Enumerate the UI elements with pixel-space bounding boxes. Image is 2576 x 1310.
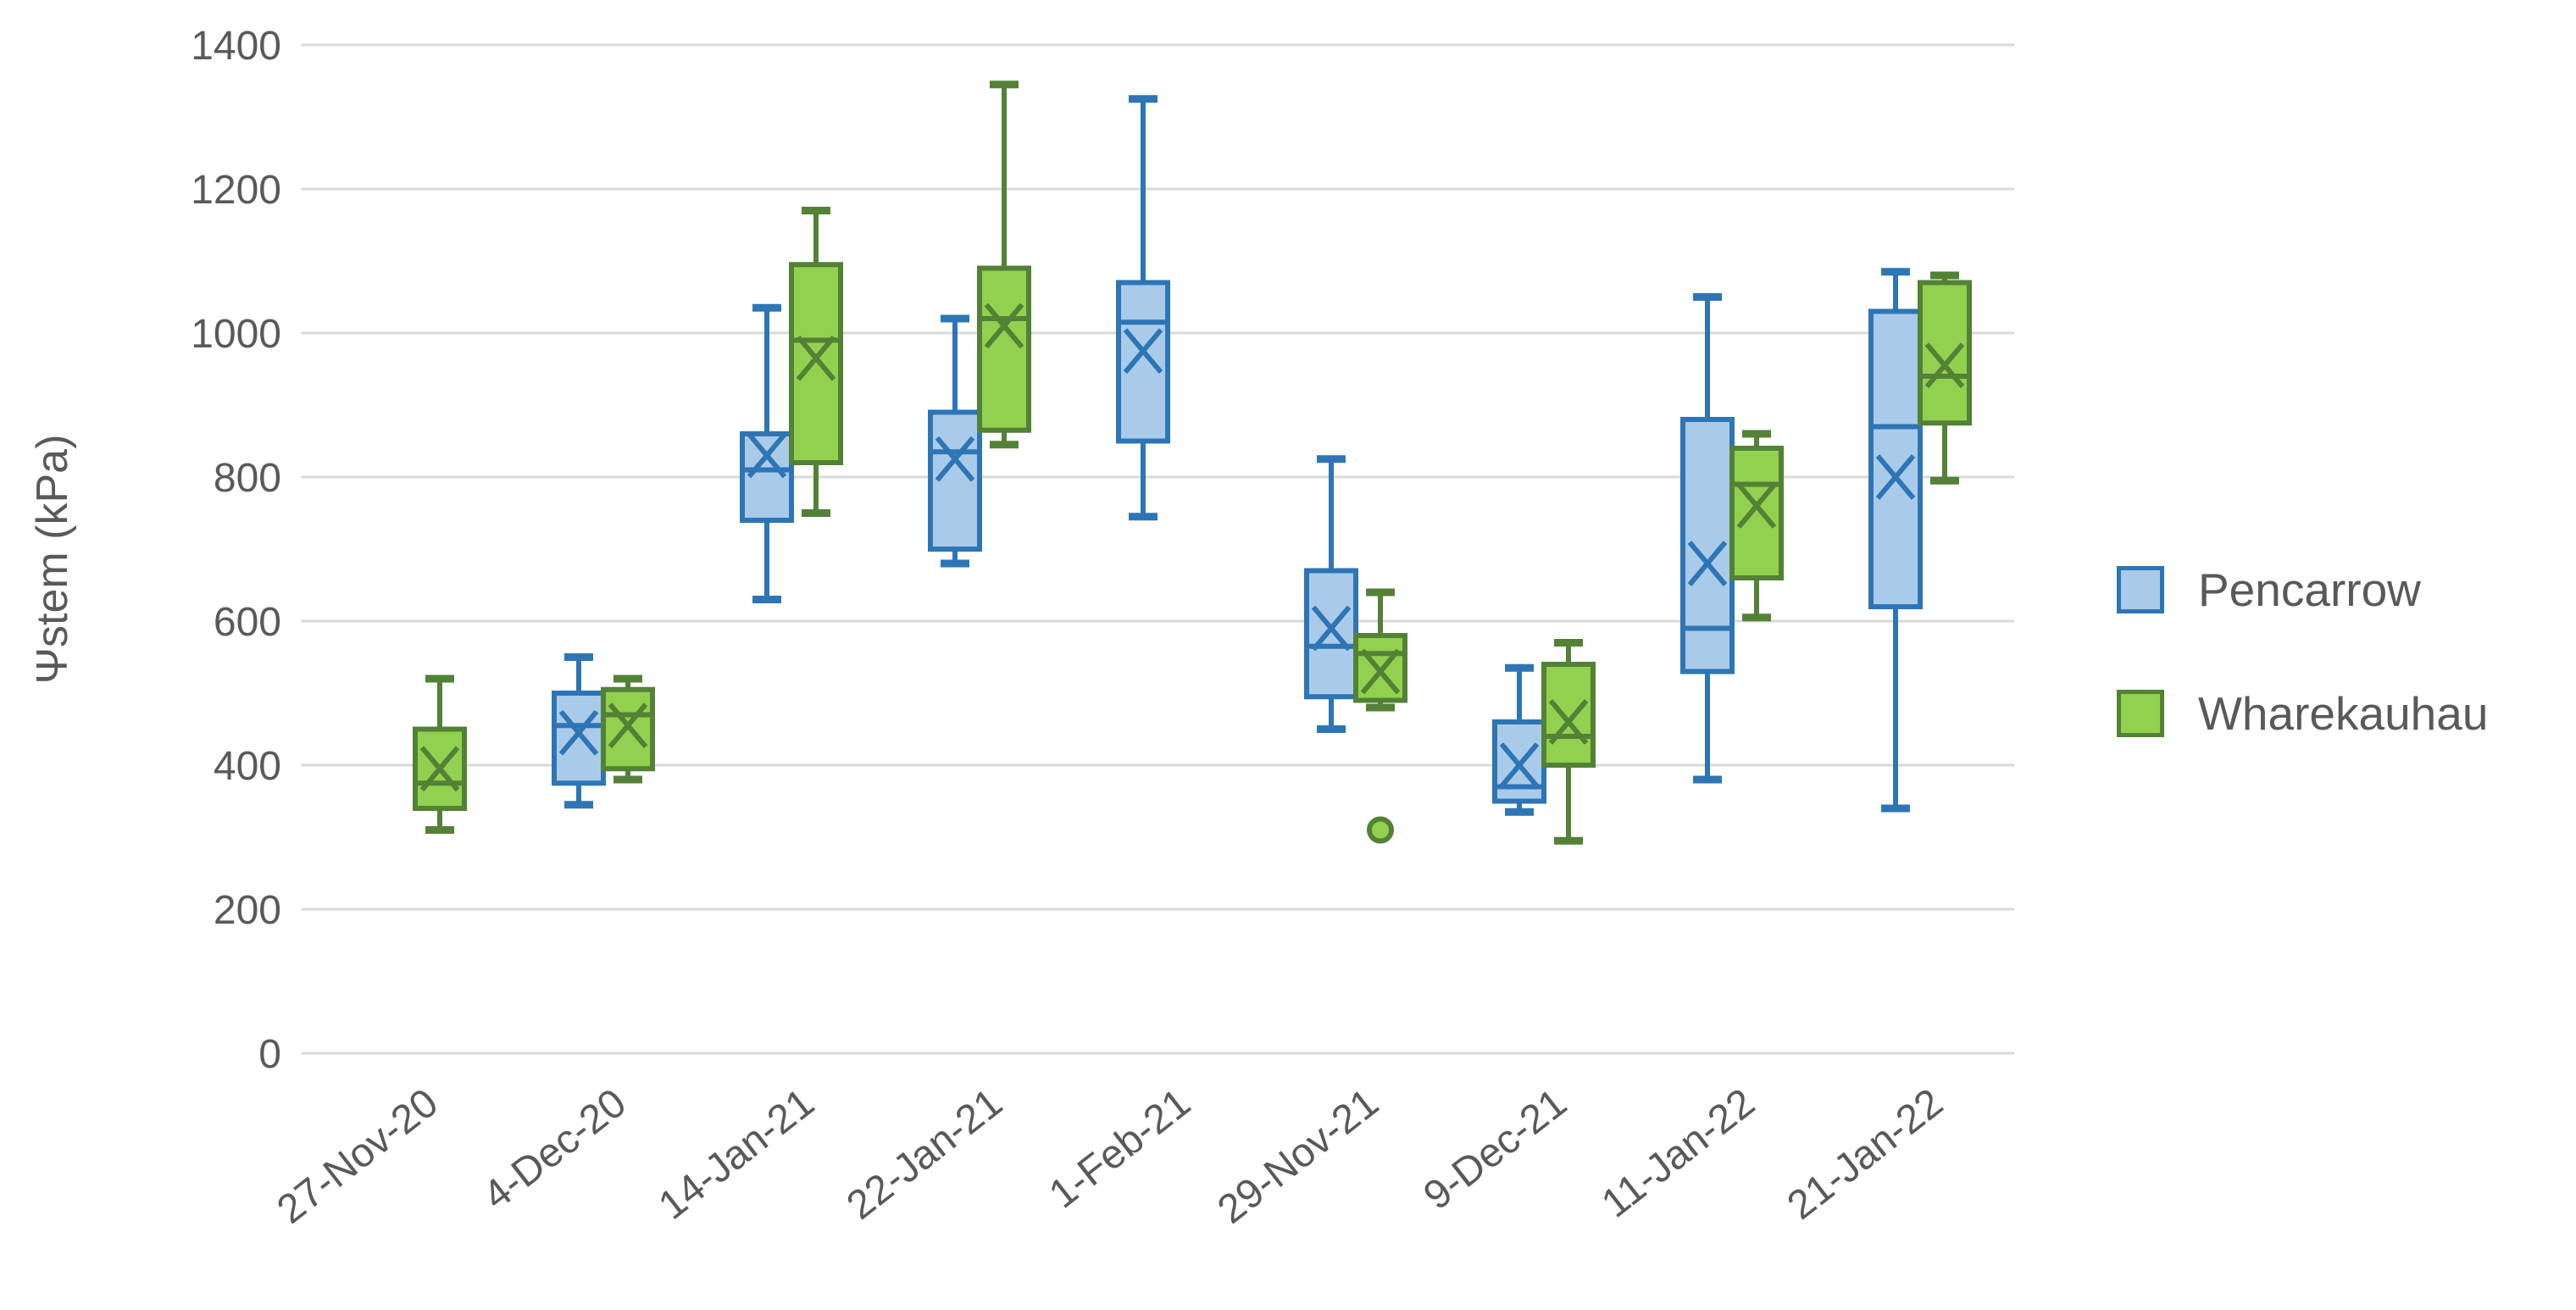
iqr-box: [1541, 662, 1596, 768]
box-group-pencarrow-29-Nov-21: [1304, 455, 1358, 733]
x-tick-label: 27-Nov-20: [269, 1080, 447, 1233]
legend-entry-pencarrow: Pencarrow: [2117, 563, 2488, 617]
legend-label-wharekauhau: Wharekauhau: [2198, 687, 2489, 740]
box-group-pencarrow-4-Dec-20: [552, 653, 606, 809]
y-tick-label: 200: [214, 888, 281, 933]
y-tick-label: 1400: [191, 24, 281, 69]
wharekauhau-swatch-icon: [2117, 690, 2164, 737]
y-tick-label: 0: [258, 1032, 281, 1077]
legend-entry-wharekauhau: Wharekauhau: [2117, 686, 2488, 741]
box-group-wharekauhau-9-Dec-21: [1541, 639, 1596, 845]
y-tick-label: 400: [214, 744, 281, 789]
mean-x-marker: [1499, 742, 1540, 788]
box-group-wharekauhau-14-Jan-21: [789, 207, 843, 517]
mean-x-marker: [1736, 483, 1777, 529]
y-tick-label: 600: [214, 600, 281, 645]
box-group-wharekauhau-27-Nov-20: [413, 674, 467, 834]
x-tick-label: 14-Jan-21: [651, 1080, 823, 1229]
y-tick-label: 1200: [191, 168, 281, 213]
x-tick-label: 1-Feb-21: [1041, 1080, 1199, 1218]
box-group-wharekauhau-4-Dec-20: [601, 674, 655, 784]
iqr-box: [977, 265, 1031, 433]
x-tick-label: 29-Nov-21: [1210, 1080, 1387, 1233]
box-group-wharekauhau-21-Jan-22: [1918, 271, 1972, 485]
mean-x-marker: [1123, 328, 1163, 375]
iqr-box: [1729, 446, 1784, 580]
mean-x-marker: [984, 303, 1024, 349]
iqr-box: [1304, 568, 1358, 700]
y-axis-title: Ψstem (kPa): [28, 434, 77, 685]
box-group-pencarrow-21-Jan-22: [1868, 268, 1923, 813]
legend-label-pencarrow: Pencarrow: [2198, 563, 2421, 616]
box-group-pencarrow-14-Jan-21: [740, 303, 794, 603]
outlier-point: [1367, 816, 1394, 844]
pencarrow-swatch-icon: [2117, 566, 2164, 613]
mean-x-marker: [796, 335, 836, 381]
box-group-wharekauhau-29-Nov-21: [1353, 588, 1407, 844]
x-tick-label: 4-Dec-20: [475, 1080, 635, 1218]
mean-x-marker: [1875, 454, 1916, 500]
x-tick-label: 11-Jan-22: [1594, 1080, 1763, 1227]
iqr-box: [789, 262, 843, 465]
y-tick-label: 800: [214, 456, 281, 501]
box-group-wharekauhau-11-Jan-22: [1729, 430, 1784, 622]
box-group-pencarrow-1-Feb-21: [1116, 95, 1170, 521]
mean-x-marker: [1687, 541, 1728, 586]
y-tick-label: 1000: [191, 312, 281, 357]
mean-x-marker: [419, 746, 460, 792]
mean-x-marker: [558, 709, 599, 756]
mean-x-marker: [1924, 342, 1965, 389]
box-group-wharekauhau-22-Jan-21: [977, 80, 1031, 449]
x-tick-label: 22-Jan-21: [839, 1080, 1011, 1229]
mean-x-marker: [935, 436, 975, 482]
x-tick-label: 21-Jan-22: [1779, 1080, 1951, 1229]
iqr-box: [1918, 280, 1972, 426]
iqr-box: [1116, 280, 1170, 444]
mean-x-marker: [608, 702, 648, 749]
legend: Pencarrow Wharekauhau: [2117, 563, 2488, 741]
iqr-box: [552, 691, 606, 786]
box-group-pencarrow-11-Jan-22: [1680, 293, 1735, 784]
mean-x-marker: [747, 432, 787, 479]
box-group-pencarrow-22-Jan-21: [928, 314, 982, 568]
mean-x-marker: [1548, 699, 1589, 745]
x-tick-label: 9-Dec-21: [1416, 1080, 1575, 1218]
mean-x-marker: [1311, 605, 1352, 652]
box-group-pencarrow-9-Dec-21: [1492, 663, 1546, 816]
mean-x-marker: [1360, 648, 1401, 695]
